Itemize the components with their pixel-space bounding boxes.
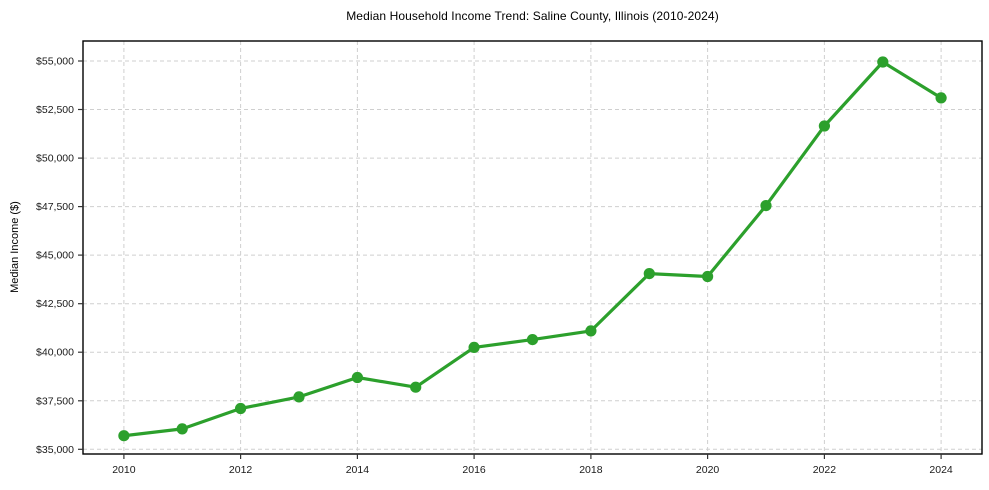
data-point-marker — [351, 371, 363, 384]
y-tick-label: $42,500 — [36, 298, 74, 310]
chart-title: Median Household Income Trend: Saline Co… — [346, 9, 719, 23]
x-tick-label: 2020 — [696, 464, 720, 476]
plot-border — [82, 40, 983, 455]
data-point-marker — [468, 341, 480, 353]
data-point-marker — [935, 92, 947, 104]
x-tick-label: 2018 — [579, 464, 603, 476]
y-tick-label: $45,000 — [36, 250, 74, 262]
y-tick-label: $37,500 — [36, 395, 74, 407]
data-point-marker — [176, 423, 188, 435]
data-point-marker — [235, 402, 247, 415]
y-tick-label: $35,000 — [36, 444, 74, 456]
data-point-marker — [818, 120, 831, 132]
x-tick-label: 2024 — [929, 464, 953, 476]
x-tick-label: 2012 — [229, 464, 253, 476]
data-point-marker — [877, 56, 889, 68]
data-point-marker — [760, 200, 772, 212]
data-point-marker — [293, 391, 305, 403]
data-point-marker — [526, 334, 539, 346]
x-tick-label: 2022 — [813, 464, 837, 476]
y-tick-label: $55,000 — [36, 56, 74, 68]
data-point-marker — [410, 381, 422, 393]
x-tick-label: 2010 — [112, 464, 136, 476]
y-tick-label: $50,000 — [36, 153, 74, 165]
data-point-marker — [585, 325, 597, 337]
data-point-marker — [702, 270, 714, 283]
data-point-marker — [118, 430, 130, 442]
y-tick-label: $40,000 — [36, 347, 74, 359]
y-tick-label: $52,500 — [36, 104, 74, 116]
data-line — [122, 60, 943, 438]
x-tick-label: 2014 — [346, 464, 370, 476]
data-point-marker — [643, 268, 655, 280]
x-tick-label: 2016 — [462, 464, 486, 476]
y-tick-label: $47,500 — [36, 201, 74, 213]
